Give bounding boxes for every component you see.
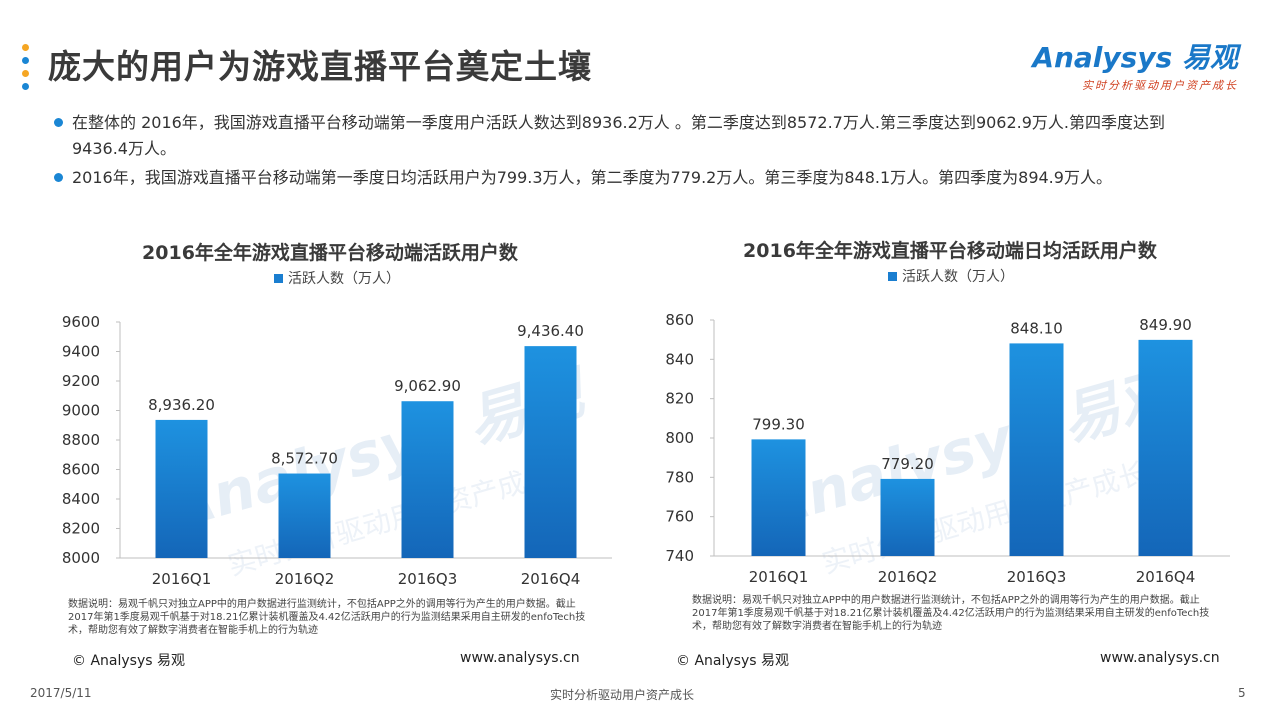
page-number: 5 bbox=[1238, 686, 1246, 700]
legend-label: 活跃人数（万人） bbox=[288, 271, 400, 287]
copyright-right: © Analysys 易观 bbox=[676, 653, 789, 669]
url-right: www.analysys.cn bbox=[1100, 650, 1220, 666]
data-label: 848.10 bbox=[1010, 319, 1063, 337]
y-tick-label: 820 bbox=[665, 390, 694, 408]
x-tick-label: 2016Q2 bbox=[878, 568, 938, 586]
y-tick-label: 8000 bbox=[62, 549, 100, 567]
y-tick-label: 760 bbox=[665, 508, 694, 526]
y-tick-label: 8400 bbox=[62, 490, 100, 508]
bar bbox=[524, 346, 577, 558]
data-label: 849.90 bbox=[1139, 316, 1192, 334]
logo-slogan: 实时分析驱动用户资产成长 bbox=[1082, 79, 1238, 92]
legend-right: 活跃人数（万人） bbox=[888, 266, 1014, 286]
accent-dot bbox=[22, 57, 29, 64]
y-tick-label: 9600 bbox=[62, 313, 100, 331]
accent-dot bbox=[22, 83, 29, 90]
data-label: 8,936.20 bbox=[148, 396, 215, 414]
chart-title-left: 2016年全年游戏直播平台移动端活跃用户数 bbox=[142, 242, 518, 264]
data-label: 779.20 bbox=[881, 455, 934, 473]
y-tick-label: 780 bbox=[665, 468, 694, 486]
data-label: 799.30 bbox=[752, 415, 805, 433]
summary-bullets: 在整体的 2016年，我国游戏直播平台移动端第一季度用户活跃人数达到8936.2… bbox=[54, 110, 1214, 194]
y-tick-label: 8600 bbox=[62, 461, 100, 479]
logo-main-text: Analysys 易观 bbox=[1032, 41, 1238, 74]
page-title: 庞大的用户为游戏直播平台奠定土壤 bbox=[48, 47, 592, 86]
y-tick-label: 9400 bbox=[62, 343, 100, 361]
x-tick-label: 2016Q4 bbox=[521, 570, 581, 588]
x-tick-label: 2016Q3 bbox=[398, 570, 458, 588]
x-tick-label: 2016Q3 bbox=[1007, 568, 1067, 586]
bar bbox=[278, 473, 331, 558]
chart-left: Analysys 易观实时分析驱动用户资产成长80008200840086008… bbox=[62, 313, 612, 588]
copyright-left: © Analysys 易观 bbox=[72, 653, 185, 669]
bullet-item: 在整体的 2016年，我国游戏直播平台移动端第一季度用户活跃人数达到8936.2… bbox=[54, 110, 1214, 162]
y-tick-label: 740 bbox=[665, 547, 694, 565]
x-tick-label: 2016Q4 bbox=[1136, 568, 1196, 586]
x-tick-label: 2016Q2 bbox=[275, 570, 335, 588]
legend-label: 活跃人数（万人） bbox=[902, 269, 1014, 285]
data-note-right: 数据说明：易观千帆只对独立APP中的用户数据进行监测统计，不包括APP之外的调用… bbox=[692, 595, 1210, 632]
chart-right: Analysys 易观实时分析驱动用户资产成长74076078080082084… bbox=[665, 311, 1230, 586]
x-tick-label: 2016Q1 bbox=[152, 570, 212, 588]
y-tick-label: 860 bbox=[665, 311, 694, 329]
accent-dot bbox=[22, 70, 29, 77]
bar bbox=[401, 401, 454, 558]
bar bbox=[1009, 343, 1064, 556]
url-left: www.analysys.cn bbox=[460, 650, 580, 666]
data-label: 9,436.40 bbox=[517, 322, 584, 340]
y-tick-label: 8200 bbox=[62, 520, 100, 538]
y-tick-label: 840 bbox=[665, 350, 694, 368]
data-note-left: 数据说明：易观千帆只对独立APP中的用户数据进行监测统计，不包括APP之外的调用… bbox=[68, 599, 586, 636]
legend-swatch-icon bbox=[888, 271, 897, 281]
legend-swatch-icon bbox=[274, 273, 283, 283]
footer-date: 2017/5/11 bbox=[30, 686, 92, 700]
footer-slogan: 实时分析驱动用户资产成长 bbox=[550, 688, 695, 702]
y-tick-label: 8800 bbox=[62, 431, 100, 449]
bar bbox=[751, 439, 806, 556]
x-tick-label: 2016Q1 bbox=[749, 568, 809, 586]
analysys-logo: Analysys 易观 实时分析驱动用户资产成长 bbox=[1032, 36, 1238, 93]
bar bbox=[1138, 339, 1193, 556]
title-accent-dots bbox=[22, 44, 30, 96]
legend-left: 活跃人数（万人） bbox=[274, 268, 400, 288]
data-label: 8,572.70 bbox=[271, 450, 338, 468]
bar bbox=[880, 478, 935, 556]
y-tick-label: 800 bbox=[665, 429, 694, 447]
bullet-item: 2016年，我国游戏直播平台移动端第一季度日均活跃用户为799.3万人，第二季度… bbox=[54, 165, 1214, 191]
bar bbox=[155, 419, 208, 558]
y-tick-label: 9000 bbox=[62, 402, 100, 420]
y-tick-label: 9200 bbox=[62, 372, 100, 390]
accent-dot bbox=[22, 44, 29, 51]
data-label: 9,062.90 bbox=[394, 377, 461, 395]
chart-title-right: 2016年全年游戏直播平台移动端日均活跃用户数 bbox=[743, 240, 1157, 262]
